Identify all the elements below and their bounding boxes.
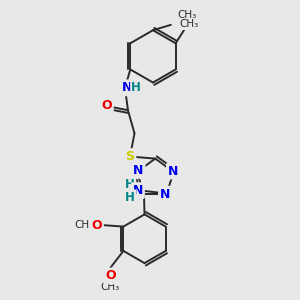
Text: N: N bbox=[133, 164, 144, 177]
Text: O: O bbox=[92, 219, 102, 232]
Text: N: N bbox=[160, 188, 170, 201]
Text: CH₃: CH₃ bbox=[179, 19, 198, 29]
Text: H: H bbox=[131, 81, 141, 94]
Text: N: N bbox=[168, 165, 178, 178]
Text: N: N bbox=[122, 81, 133, 94]
Text: O: O bbox=[101, 99, 112, 112]
Text: CH₃: CH₃ bbox=[177, 11, 196, 20]
Text: N: N bbox=[133, 184, 143, 197]
Text: CH₃: CH₃ bbox=[74, 220, 93, 230]
Text: H: H bbox=[125, 190, 135, 204]
Text: H: H bbox=[125, 178, 135, 190]
Text: S: S bbox=[125, 150, 134, 163]
Text: CH₃: CH₃ bbox=[101, 282, 120, 292]
Text: O: O bbox=[105, 269, 116, 282]
